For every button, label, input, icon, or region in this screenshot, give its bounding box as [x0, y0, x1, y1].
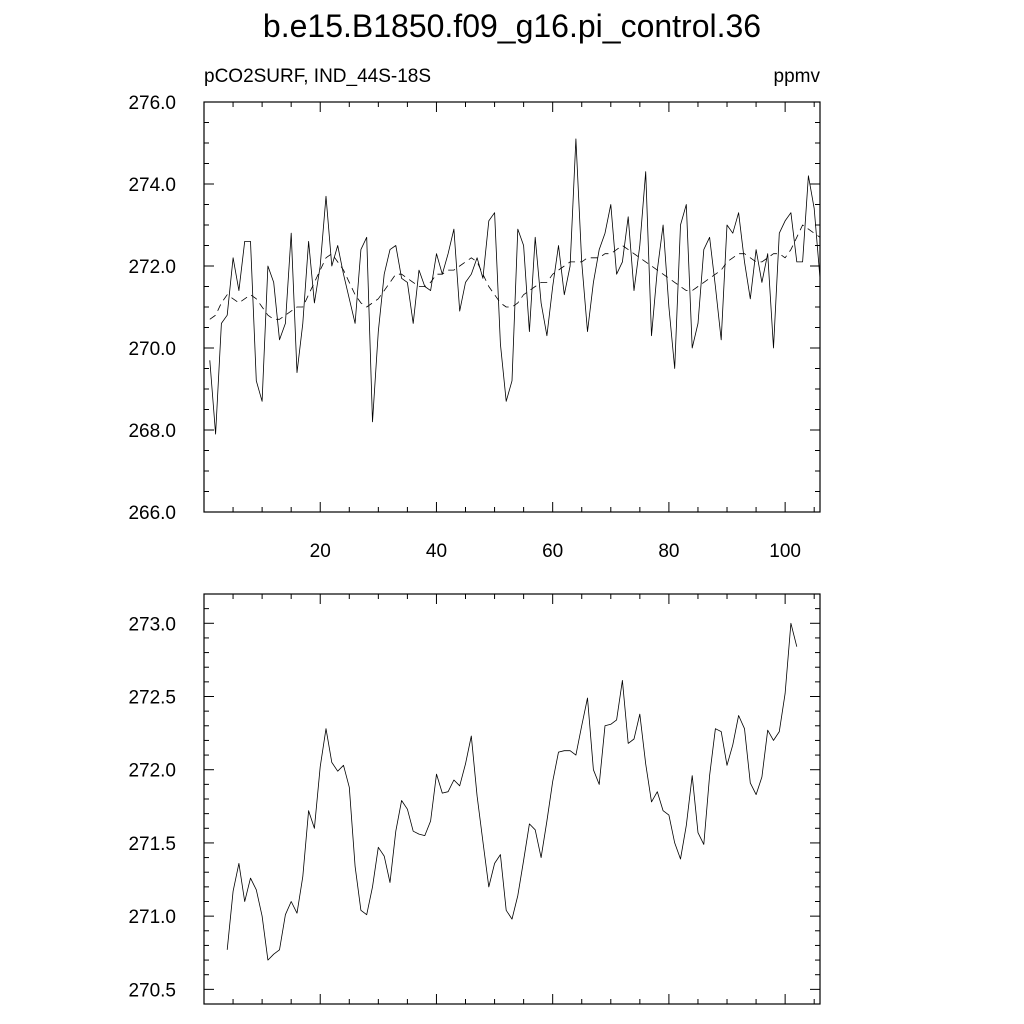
top-xtick-label: 60 [542, 541, 563, 562]
bottom-panel: 270.5 271.0 271.5 272.0 272.5 273.0 [128, 593, 821, 1005]
bottom-panel-ticks [204, 593, 820, 1005]
bottom-series-solid-line [226, 622, 798, 961]
top-panel: pCO2SURF, IND_44S-18S ppmv 266.0 268.0 270… [128, 66, 821, 562]
top-panel-tick-labels: 266.0 268.0 270.0 272.0 274.0 276.0 20 40 60 80 10… [128, 93, 801, 562]
top-ytick-label: 274.0 [128, 175, 176, 196]
bottom-ytick-label: 272.5 [128, 688, 176, 709]
top-xtick-label: 20 [310, 541, 331, 562]
top-ytick-label: 276.0 [128, 93, 176, 114]
bottom-panel-frame [203, 593, 821, 1005]
bottom-ytick-label: 272.0 [128, 761, 176, 782]
top-ytick-label: 272.0 [128, 257, 176, 278]
top-panel-right-label: ppmv [774, 66, 821, 87]
top-panel-frame [203, 101, 821, 513]
figure-title: b.e15.B1850.f09_g16.pi_control.36 [263, 8, 761, 44]
bottom-ytick-label: 273.0 [128, 614, 176, 635]
top-ytick-label: 268.0 [128, 421, 176, 442]
bottom-ytick-label: 270.5 [128, 980, 176, 1001]
top-ytick-label: 270.0 [128, 339, 176, 360]
top-xtick-label: 80 [658, 541, 679, 562]
top-series-dashed-line [209, 224, 821, 320]
bottom-panel-tick-labels: 270.5 271.0 271.5 272.0 272.5 273.0 [128, 614, 176, 1001]
top-panel-series [209, 138, 821, 435]
bottom-panel-series [226, 622, 798, 961]
top-xtick-label: 40 [426, 541, 447, 562]
top-series-solid-line [209, 138, 821, 435]
top-panel-left-label: pCO2SURF, IND_44S-18S [204, 66, 431, 87]
top-xtick-label: 100 [769, 541, 801, 562]
bottom-ytick-label: 271.5 [128, 834, 176, 855]
top-ytick-label: 266.0 [128, 503, 176, 524]
bottom-ytick-label: 271.0 [128, 907, 176, 928]
